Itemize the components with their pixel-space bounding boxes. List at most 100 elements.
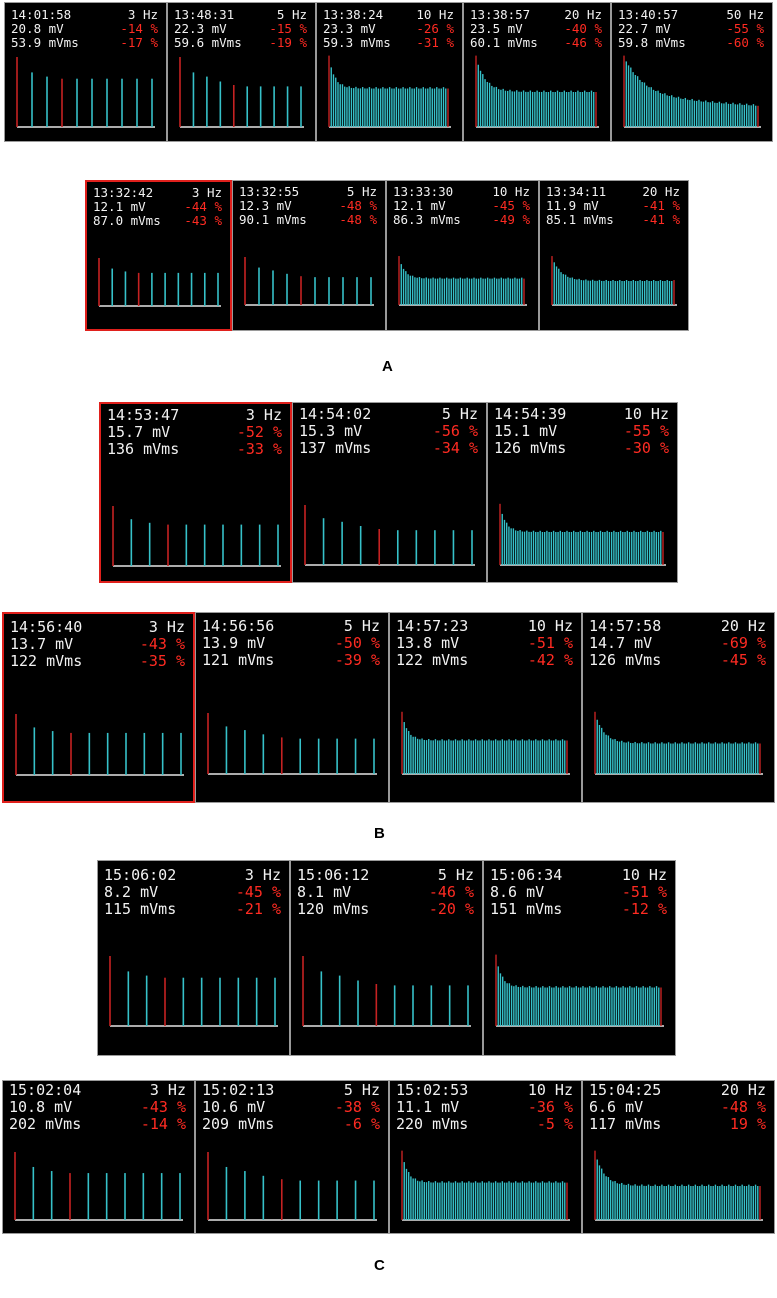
recording-panel[interactable]: 13:32:42 3 Hz 12.1 mV -44 % 87.0 mVms -43 %: [85, 180, 232, 331]
trace-chart: [594, 1150, 763, 1221]
area-row: 120 mVms -20 %: [297, 900, 474, 918]
trace-chart: [109, 956, 278, 1027]
amplitude-row: 8.1 mV -46 %: [297, 883, 474, 901]
timestamp-freq: 20 Hz: [564, 7, 602, 22]
timestamp-freq: 5 Hz: [346, 184, 377, 199]
timestamp-freq: 3 Hz: [245, 406, 282, 424]
area-change: -5 %: [536, 1115, 573, 1133]
timestamp-value: 13:48:31: [174, 7, 235, 22]
timestamp-freq: 10 Hz: [527, 617, 573, 635]
amplitude-row: 8.6 mV -51 %: [490, 883, 667, 901]
recording-panel[interactable]: 14:56:56 5 Hz 13.9 mV -50 % 121 mVms -39 %: [195, 612, 389, 803]
recording-panel[interactable]: 15:06:02 3 Hz 8.2 mV -45 % 115 mVms -21 %: [97, 860, 290, 1056]
area-row: 85.1 mVms -41 %: [546, 212, 680, 228]
area-row: 60.1 mVms -46 %: [470, 35, 602, 51]
trace-chart: [594, 711, 763, 775]
amplitude-row: 10.6 mV -38 %: [202, 1098, 380, 1116]
recording-panel[interactable]: 14:56:40 3 Hz 13.7 mV -43 % 122 mVms -35 %: [2, 612, 195, 803]
recording-panel[interactable]: 14:54:02 5 Hz 15.3 mV -56 % 137 mVms -34 %: [292, 402, 487, 583]
area-change: -33 %: [236, 440, 282, 458]
recording-panel[interactable]: 14:01:58 3 Hz 20.8 mV -14 % 53.9 mVms -17 %: [4, 2, 167, 142]
trace-chart: [623, 55, 761, 128]
timestamp-value: 15:06:12: [297, 866, 370, 884]
recording-panel[interactable]: 15:06:34 10 Hz 8.6 mV -51 % 151 mVms -12 %: [483, 860, 676, 1056]
timestamp-row: 15:06:12 5 Hz: [297, 866, 474, 884]
trace-chart: [499, 503, 666, 566]
trace-chart: [401, 711, 570, 775]
area-value: 126 mVms: [494, 439, 567, 457]
area-change: -21 %: [235, 900, 281, 918]
timestamp-freq: 50 Hz: [726, 7, 764, 22]
amplitude-row: 15.3 mV -56 %: [299, 422, 478, 440]
area-change: -19 %: [269, 35, 307, 50]
timestamp-row: 15:02:04 3 Hz: [9, 1081, 186, 1099]
timestamp-value: 13:32:42: [93, 185, 154, 200]
area-value: 209 mVms: [202, 1115, 275, 1133]
recording-panel[interactable]: 14:54:39 10 Hz 15.1 mV -55 % 126 mVms -30 %: [487, 402, 678, 583]
timestamp-row: 13:48:31 5 Hz: [174, 7, 307, 23]
area-row: 121 mVms -39 %: [202, 651, 380, 669]
recording-panel[interactable]: 14:57:23 10 Hz 13.8 mV -51 % 122 mVms -42 %: [389, 612, 582, 803]
area-value: 87.0 mVms: [93, 213, 161, 228]
area-value: 121 mVms: [202, 651, 275, 669]
recording-panel[interactable]: 13:33:30 10 Hz 12.1 mV -45 % 86.3 mVms -49 %: [386, 180, 539, 331]
recording-panel[interactable]: 13:38:24 10 Hz 23.3 mV -26 % 59.3 mVms -31 %: [316, 2, 463, 142]
amplitude-value: 14.7 mV: [589, 634, 653, 652]
area-change: 19 %: [729, 1115, 766, 1133]
timestamp-freq: 5 Hz: [276, 7, 307, 22]
area-change: -12 %: [621, 900, 667, 918]
trace-chart: [15, 714, 184, 776]
amplitude-change: -51 %: [621, 883, 667, 901]
recording-panel[interactable]: 15:04:25 20 Hz 6.6 mV -48 % 117 mVms 19 %: [582, 1080, 775, 1234]
timestamp-row: 13:38:24 10 Hz: [323, 7, 454, 23]
timestamp-freq: 5 Hz: [343, 1081, 380, 1099]
recording-panel[interactable]: 13:48:31 5 Hz 22.3 mV -15 % 59.6 mVms -19 %: [167, 2, 316, 142]
recording-panel[interactable]: 13:40:57 50 Hz 22.7 mV -55 % 59.8 mVms -60 %: [611, 2, 773, 142]
recording-panel[interactable]: 15:02:53 10 Hz 11.1 mV -36 % 220 mVms -5 %: [389, 1080, 582, 1234]
amplitude-row: 12.1 mV -44 %: [93, 199, 222, 215]
amplitude-change: -48 %: [339, 198, 377, 213]
area-row: 122 mVms -35 %: [10, 652, 185, 670]
recording-panel[interactable]: 14:53:47 3 Hz 15.7 mV -52 % 136 mVms -33 %: [99, 402, 292, 583]
amplitude-change: -56 %: [432, 422, 478, 440]
amplitude-row: 8.2 mV -45 %: [104, 883, 281, 901]
recording-panel[interactable]: 13:38:57 20 Hz 23.5 mV -40 % 60.1 mVms -46 %: [463, 2, 611, 142]
recording-panel[interactable]: 15:02:13 5 Hz 10.6 mV -38 % 209 mVms -6 %: [195, 1080, 389, 1234]
amplitude-change: -46 %: [428, 883, 474, 901]
timestamp-value: 14:54:39: [494, 405, 567, 423]
area-change: -43 %: [184, 213, 222, 228]
amplitude-value: 12.3 mV: [239, 198, 292, 213]
area-value: 122 mVms: [396, 651, 469, 669]
amplitude-change: -50 %: [334, 634, 380, 652]
recording-panel[interactable]: 13:34:11 20 Hz 11.9 mV -41 % 85.1 mVms -41 %: [539, 180, 689, 331]
area-change: -45 %: [720, 651, 766, 669]
timestamp-value: 15:06:02: [104, 866, 177, 884]
amplitude-change: -41 %: [642, 198, 680, 213]
timestamp-value: 13:32:55: [239, 184, 300, 199]
amplitude-row: 13.8 mV -51 %: [396, 634, 573, 652]
amplitude-change: -36 %: [527, 1098, 573, 1116]
recording-panel[interactable]: 13:32:55 5 Hz 12.3 mV -48 % 90.1 mVms -48 %: [232, 180, 386, 331]
area-change: -30 %: [623, 439, 669, 457]
timestamp-row: 13:40:57 50 Hz: [618, 7, 764, 23]
area-row: 90.1 mVms -48 %: [239, 212, 377, 228]
area-row: 86.3 mVms -49 %: [393, 212, 530, 228]
amplitude-value: 13.9 mV: [202, 634, 266, 652]
area-row: 115 mVms -21 %: [104, 900, 281, 918]
area-value: 137 mVms: [299, 439, 372, 457]
timestamp-row: 14:54:39 10 Hz: [494, 405, 669, 423]
amplitude-value: 11.9 mV: [546, 198, 599, 213]
area-change: -6 %: [343, 1115, 380, 1133]
timestamp-row: 15:02:53 10 Hz: [396, 1081, 573, 1099]
timestamp-value: 15:02:13: [202, 1081, 275, 1099]
amplitude-row: 23.3 mV -26 %: [323, 21, 454, 37]
trace-chart: [244, 257, 374, 306]
recording-panel[interactable]: 15:06:12 5 Hz 8.1 mV -46 % 120 mVms -20 %: [290, 860, 483, 1056]
timestamp-freq: 10 Hz: [527, 1081, 573, 1099]
section-label: B: [374, 825, 385, 842]
trace-chart: [112, 506, 281, 567]
timestamp-value: 15:02:53: [396, 1081, 469, 1099]
recording-panel[interactable]: 15:02:04 3 Hz 10.8 mV -43 % 202 mVms -14 %: [2, 1080, 195, 1234]
recording-panel[interactable]: 14:57:58 20 Hz 14.7 mV -69 % 126 mVms -45 %: [582, 612, 775, 803]
area-value: 117 mVms: [589, 1115, 662, 1133]
